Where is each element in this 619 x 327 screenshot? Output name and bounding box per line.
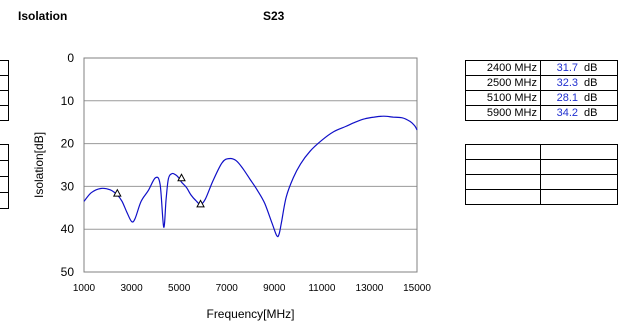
chart-grid [84,100,417,230]
y-tick-label: 10 [61,94,75,108]
value-unit: dB [584,76,598,89]
freq-cell: 2500 MHz [465,75,541,91]
y-tick-label: 40 [61,222,75,236]
value-cell: 34.2 dB [540,105,618,121]
markers [112,173,205,208]
x-tick-label: 5000 [168,283,191,294]
x-tick-label: 11000 [308,283,336,294]
freq-cell: 5100 MHz [465,90,541,106]
series-line [83,115,418,238]
marker-triangle [112,188,122,197]
table-row [465,189,618,205]
values-table: 2400 MHz 31.7 dB 2500 MHz 32.3 dB 5100 MHz 28.1… [465,60,618,121]
freq-cell: 2400 MHz [465,60,541,76]
empty-table [465,144,618,205]
value-cell: 31.7 dB [540,60,618,76]
x-tick-label: 9000 [263,283,286,294]
left-table-stub [0,105,9,121]
x-tick-label: 7000 [216,283,239,294]
y-axis-label: Isolation[dB] [32,132,46,198]
value-unit: dB [584,91,598,104]
y-tick-label: 30 [61,179,75,193]
value-cell: 32.3 dB [540,75,618,91]
x-tick-labels: 1000 3000 5000 7000 9000 11000 13000 15000 [73,283,431,294]
y-tick-label: 20 [61,137,75,151]
table-row: 2500 MHz 32.3 dB [465,75,618,91]
value-number: 28.1 [556,91,578,104]
table-row [465,159,618,175]
value-unit: dB [584,61,598,74]
x-tick-label: 15000 [403,283,431,294]
value-number: 31.7 [556,61,578,74]
value-unit: dB [584,106,598,119]
panel-title: Isolation [18,9,68,23]
table-row: 5900 MHz 34.2 dB [465,105,618,121]
x-axis-label: Frequency[MHz] [206,307,294,321]
x-tick-label: 1000 [73,283,96,294]
x-tick-label: 13000 [356,283,384,294]
marker-triangle [177,173,186,182]
plot-frame [83,57,418,273]
freq-cell: 5900 MHz [465,105,541,121]
table-row [465,174,618,190]
y-tick-label: 0 [67,51,74,65]
value-number: 32.3 [556,76,578,89]
value-cell: 28.1 dB [540,90,618,106]
y-tick-labels: 0 10 20 30 40 50 [61,51,75,279]
chart-title: S23 [263,9,285,23]
table-row: 2400 MHz 31.7 dB [465,60,618,76]
value-number: 34.2 [556,106,578,119]
x-tick-label: 3000 [120,283,143,294]
y-tick-label: 50 [61,265,75,279]
table-row [465,144,618,160]
marker-triangle [196,199,205,208]
left-table-stub [0,192,9,209]
table-row: 5100 MHz 28.1 dB [465,90,618,106]
